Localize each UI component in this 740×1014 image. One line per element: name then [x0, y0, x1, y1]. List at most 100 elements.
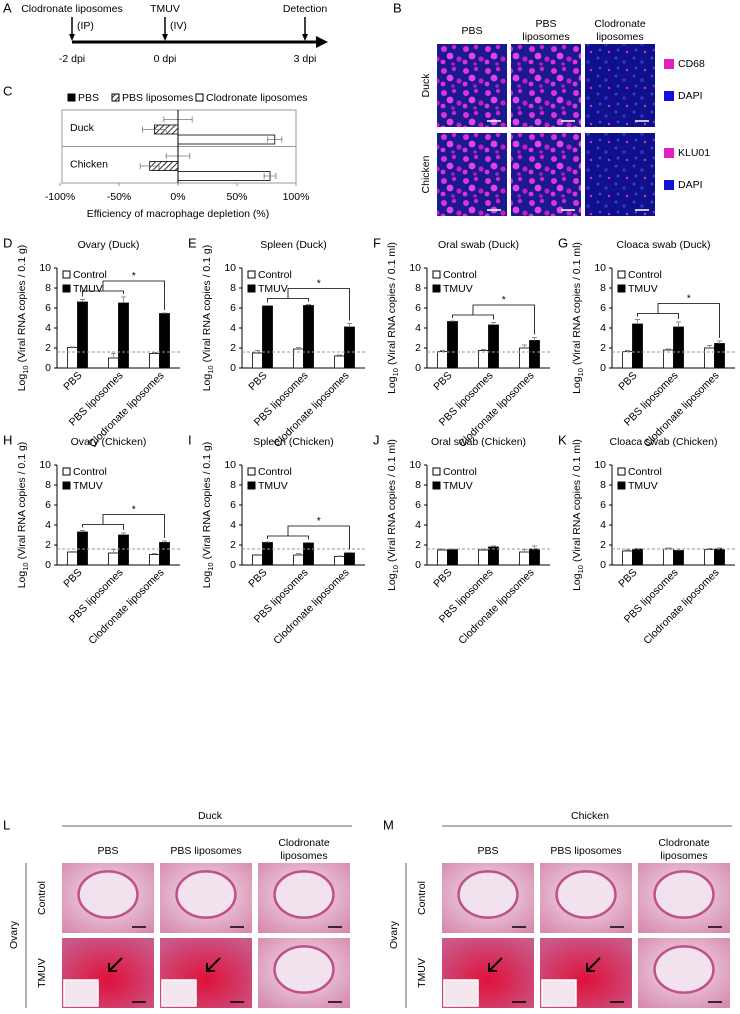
y-tick-label: 8 — [230, 479, 236, 491]
y-axis-label: Log10 (Viral RNA copies / 0.1 ml) — [571, 439, 586, 591]
error-bar — [80, 299, 85, 302]
arrow — [586, 957, 601, 972]
error-bar — [265, 305, 270, 306]
y-tick-label: 10 — [39, 262, 51, 274]
x-tick-label: PBS — [616, 370, 639, 393]
panel-letter: E — [188, 235, 197, 250]
bar — [529, 548, 540, 566]
error-bar — [111, 353, 116, 358]
error-bar — [70, 346, 75, 348]
panel-letter: F — [373, 235, 381, 250]
y-label-base: Log — [16, 374, 28, 392]
y-tick-label: 10 — [224, 262, 236, 274]
error-bar — [625, 350, 630, 352]
stain-label: DAPI — [678, 90, 703, 102]
y-axis-label: Log10 (Viral RNA copies / 0.1 ml) — [386, 439, 401, 591]
bar — [704, 347, 715, 369]
error-bar — [440, 350, 445, 352]
y-tick-label: 0 — [600, 362, 606, 374]
bar — [303, 305, 314, 369]
chart-title: Cloaca swab (Duck) — [617, 239, 711, 251]
event-route: (IP) — [77, 20, 94, 32]
significance-mark: * — [132, 270, 136, 282]
y-tick-label: 6 — [415, 499, 421, 511]
event-time: -2 dpi — [59, 53, 85, 65]
y-tick-label: 4 — [230, 519, 236, 531]
legend-swatch — [247, 284, 256, 293]
stain-swatch — [664, 180, 674, 190]
y-label-rest: (Viral RNA copies / 0.1 ml) — [386, 439, 398, 562]
x-tick-label: 0% — [170, 191, 185, 203]
y-tick-label: 2 — [415, 342, 421, 354]
y-label-rest: (Viral RNA copies / 0.1 g) — [16, 442, 28, 560]
error-bar — [162, 540, 167, 543]
column-header: PBS — [461, 25, 482, 37]
legend-swatch — [67, 93, 76, 102]
follicle — [77, 870, 139, 919]
panel-letter: I — [188, 432, 192, 447]
legend-swatch — [195, 93, 204, 102]
bar — [77, 301, 88, 369]
y-tick-label: 8 — [600, 282, 606, 294]
error-bar — [267, 136, 283, 143]
bar — [488, 546, 499, 566]
error-bar — [707, 345, 712, 348]
significance-mark: * — [502, 294, 506, 306]
error-bar — [481, 349, 486, 351]
legend-swatch — [111, 93, 120, 102]
y-tick-label: 10 — [594, 262, 606, 274]
y-axis-label: Log10 (Viral RNA copies / 0.1 g) — [16, 442, 31, 589]
legend-label: Control — [258, 269, 292, 281]
error-bar — [532, 337, 537, 341]
y-tick-label: 4 — [415, 322, 421, 334]
bar — [67, 347, 78, 369]
y-label-sub: 10 — [391, 368, 400, 376]
y-tick-label: 10 — [409, 459, 421, 471]
chart-title: Ovary (Chicken) — [71, 436, 147, 448]
y-tick-label: 2 — [230, 342, 236, 354]
bar — [704, 549, 715, 566]
legend-label: TMUV — [628, 480, 658, 492]
y-tick-label: 6 — [600, 302, 606, 314]
bar — [334, 556, 345, 566]
bar — [529, 340, 540, 369]
column-header: PBS liposomes — [170, 845, 241, 857]
error-bar — [263, 173, 277, 179]
follicle — [555, 870, 617, 919]
chart-title: Spleen (Duck) — [260, 239, 327, 251]
y-label-sub: 10 — [21, 365, 30, 373]
legend-swatch — [62, 467, 71, 476]
bar — [293, 554, 304, 566]
follicle — [273, 945, 335, 994]
y-tick-label: 8 — [230, 282, 236, 294]
y-tick-label: 10 — [409, 262, 421, 274]
y-label-rest: (Viral RNA copies / 0.1 ml) — [571, 439, 583, 562]
y-tick-label: 4 — [600, 322, 606, 334]
legend-label: TMUV — [628, 283, 658, 295]
legend-swatch — [62, 481, 71, 490]
legend-swatch — [247, 481, 256, 490]
legend-label: Control — [628, 269, 662, 281]
chart-title: Cloaca swab (Chicken) — [610, 436, 718, 448]
panel-letter: H — [3, 432, 12, 447]
x-tick-label: PBS — [431, 370, 454, 393]
legend-label: Control — [443, 269, 477, 281]
y-label-base: Log — [201, 374, 213, 392]
y-tick-label: 2 — [415, 539, 421, 551]
event-arrowhead — [69, 34, 75, 41]
category-label: Chicken — [70, 158, 108, 170]
bar — [519, 347, 530, 369]
bar — [262, 305, 273, 369]
inset — [443, 979, 479, 1007]
tissue-label: Ovary — [8, 920, 20, 949]
y-label-sub: 10 — [206, 562, 215, 570]
y-axis-label: Log10 (Viral RNA copies / 0.1 g) — [16, 245, 31, 392]
x-tick-label: PBS — [431, 567, 454, 590]
bar — [622, 351, 633, 369]
significance-bracket — [452, 304, 535, 335]
error-bar — [121, 532, 126, 535]
follicle — [273, 870, 335, 919]
y-tick-label: 0 — [45, 362, 51, 374]
y-axis-label: Log10 (Viral RNA copies / 0.1 ml) — [571, 242, 586, 394]
bar — [673, 550, 684, 566]
